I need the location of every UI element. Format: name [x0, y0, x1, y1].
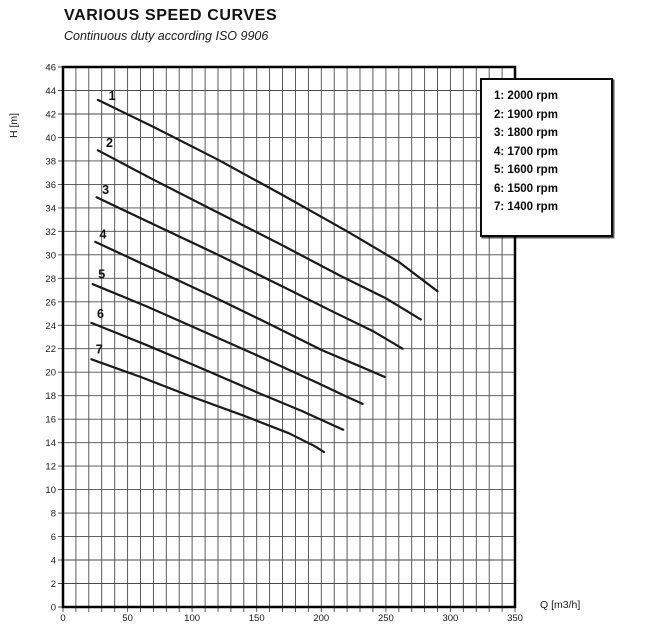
y-tick-label: 14 — [45, 438, 56, 449]
legend-item-2: 2: 1900 rpm — [494, 108, 558, 121]
y-tick-label: 40 — [45, 133, 56, 144]
legend-item-6: 6: 1500 rpm — [494, 182, 558, 195]
y-tick-label: 12 — [45, 462, 56, 473]
y-tick-label: 42 — [45, 110, 56, 121]
curve-label-5: 5 — [98, 267, 105, 281]
y-tick-label: 44 — [45, 86, 56, 97]
curve-3 — [95, 196, 404, 350]
x-tick-label: 0 — [60, 613, 65, 624]
y-tick-label: 8 — [51, 509, 56, 520]
curve-label-1: 1 — [109, 89, 116, 103]
chart-legend: 1: 2000 rpm 2: 1900 rpm 3: 1800 rpm 4: 1… — [480, 78, 613, 237]
curve-label-4: 4 — [100, 227, 107, 241]
y-tick-label: 6 — [51, 532, 56, 543]
curve-label-2: 2 — [106, 136, 113, 150]
y-axis-label: H [m] — [8, 113, 20, 138]
page-title: VARIOUS SPEED CURVES — [64, 7, 278, 24]
x-tick-label: 50 — [122, 613, 133, 624]
legend-item-5: 5: 1600 rpm — [494, 164, 558, 176]
x-tick-label: 350 — [507, 613, 523, 624]
y-tick-label: 16 — [45, 415, 56, 426]
curve-label-7: 7 — [96, 342, 103, 356]
curve-label-3: 3 — [102, 183, 109, 197]
y-tick-label: 28 — [45, 274, 56, 285]
curve-6 — [90, 321, 345, 431]
plot-frame — [61, 65, 517, 609]
x-axis-label: Q [m3/h] — [540, 599, 580, 611]
curve-4 — [94, 240, 386, 378]
legend-item-1: 1: 2000 rpm — [494, 90, 558, 102]
curve-7 — [90, 358, 325, 454]
y-tick-label: 4 — [51, 556, 56, 567]
y-tick-label: 24 — [45, 321, 56, 332]
y-tick-label: 22 — [45, 344, 56, 355]
curve-5 — [91, 283, 364, 405]
curve-1 — [96, 98, 439, 293]
legend-item-3: 3: 1800 rpm — [494, 127, 558, 139]
y-tick-label: 38 — [45, 156, 56, 167]
x-tick-label: 100 — [184, 613, 200, 624]
y-tick-label: 32 — [45, 227, 56, 238]
y-tick-label: 10 — [45, 485, 56, 496]
y-tick-label: 46 — [45, 63, 56, 74]
y-tick-label: 2 — [51, 579, 56, 590]
curve-2 — [96, 149, 422, 321]
x-tick-label: 150 — [249, 613, 265, 624]
y-tick-label: 18 — [45, 391, 56, 402]
legend-item-4: 4: 1700 rpm — [494, 145, 558, 158]
x-tick-label: 300 — [442, 613, 458, 624]
curve-label-6: 6 — [97, 307, 104, 321]
x-tick-label: 200 — [313, 613, 329, 624]
x-tick-label: 250 — [378, 613, 394, 624]
y-tick-label: 0 — [51, 603, 56, 614]
y-tick-label: 34 — [45, 203, 56, 214]
legend-item-7: 7: 1400 rpm — [494, 201, 558, 213]
y-tick-label: 36 — [45, 180, 56, 191]
y-tick-label: 26 — [45, 297, 56, 308]
y-tick-label: 30 — [45, 250, 56, 261]
page-subtitle: Continuous duty according ISO 9906 — [64, 29, 269, 43]
y-tick-label: 20 — [45, 368, 56, 379]
